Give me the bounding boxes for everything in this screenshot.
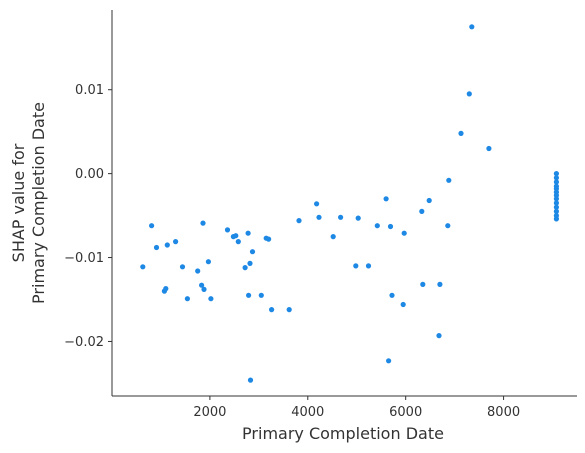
x-tick-label: 8000 — [487, 405, 520, 420]
data-point-40 — [386, 358, 391, 363]
data-point-9 — [195, 268, 200, 273]
data-point-45 — [419, 209, 424, 214]
data-point-11 — [200, 221, 205, 226]
data-point-44 — [402, 231, 407, 236]
x-tick-label: 4000 — [291, 405, 324, 420]
data-point-13 — [206, 259, 211, 264]
data-point-15 — [225, 227, 230, 232]
data-point-50 — [445, 223, 450, 228]
data-point-36 — [356, 216, 361, 221]
data-point-29 — [287, 307, 292, 312]
data-point-0 — [140, 264, 145, 269]
y-axis-ticks: −0.02 −0.01 0.00 0.01 — [64, 83, 112, 350]
y-axis-label-line-1: SHAP value for — [9, 143, 28, 262]
data-point-14 — [208, 296, 213, 301]
x-tick-label: 6000 — [389, 405, 422, 420]
data-points — [140, 24, 559, 383]
data-point-28 — [269, 307, 274, 312]
data-point-12 — [201, 287, 206, 292]
data-point-42 — [389, 293, 394, 298]
data-point-68 — [554, 216, 559, 221]
data-point-21 — [246, 293, 251, 298]
data-point-27 — [266, 237, 271, 242]
data-point-23 — [248, 378, 253, 383]
y-tick-label: 0.00 — [75, 167, 104, 182]
plot-area: 2000 4000 6000 8000 −0.02 −0.01 0.00 0.01 — [64, 10, 577, 420]
data-point-2 — [154, 245, 159, 250]
x-axis-label: Primary Completion Date — [242, 424, 444, 443]
data-point-34 — [338, 215, 343, 220]
data-point-37 — [366, 263, 371, 268]
y-tick-label: −0.01 — [64, 251, 104, 266]
data-point-52 — [458, 131, 463, 136]
data-point-25 — [259, 293, 264, 298]
y-axis-label: SHAP value for Primary Completion Date — [9, 102, 48, 304]
data-point-35 — [353, 263, 358, 268]
data-point-48 — [436, 333, 441, 338]
data-point-39 — [384, 196, 389, 201]
data-point-17 — [233, 233, 238, 238]
data-point-5 — [165, 242, 170, 247]
data-point-54 — [469, 24, 474, 29]
data-point-38 — [375, 223, 380, 228]
data-point-30 — [296, 218, 301, 223]
data-point-41 — [388, 224, 393, 229]
data-point-22 — [247, 261, 252, 266]
data-point-43 — [401, 302, 406, 307]
data-point-19 — [243, 265, 248, 270]
data-point-24 — [250, 249, 255, 254]
data-point-18 — [236, 239, 241, 244]
data-point-31 — [314, 201, 319, 206]
data-point-55 — [486, 146, 491, 151]
y-tick-label: 0.01 — [75, 83, 104, 98]
data-point-7 — [180, 264, 185, 269]
data-point-51 — [446, 178, 451, 183]
x-tick-label: 2000 — [193, 405, 226, 420]
data-point-1 — [149, 223, 154, 228]
data-point-20 — [246, 231, 251, 236]
data-point-4 — [163, 286, 168, 291]
data-point-6 — [173, 239, 178, 244]
y-tick-label: −0.02 — [64, 335, 104, 350]
data-point-8 — [185, 296, 190, 301]
data-point-32 — [316, 215, 321, 220]
data-point-53 — [467, 91, 472, 96]
data-point-49 — [437, 282, 442, 287]
data-point-46 — [420, 282, 425, 287]
data-point-47 — [427, 198, 432, 203]
data-point-33 — [331, 234, 336, 239]
x-axis-ticks: 2000 4000 6000 8000 — [193, 396, 520, 420]
y-axis-label-line-2: Primary Completion Date — [29, 102, 48, 304]
